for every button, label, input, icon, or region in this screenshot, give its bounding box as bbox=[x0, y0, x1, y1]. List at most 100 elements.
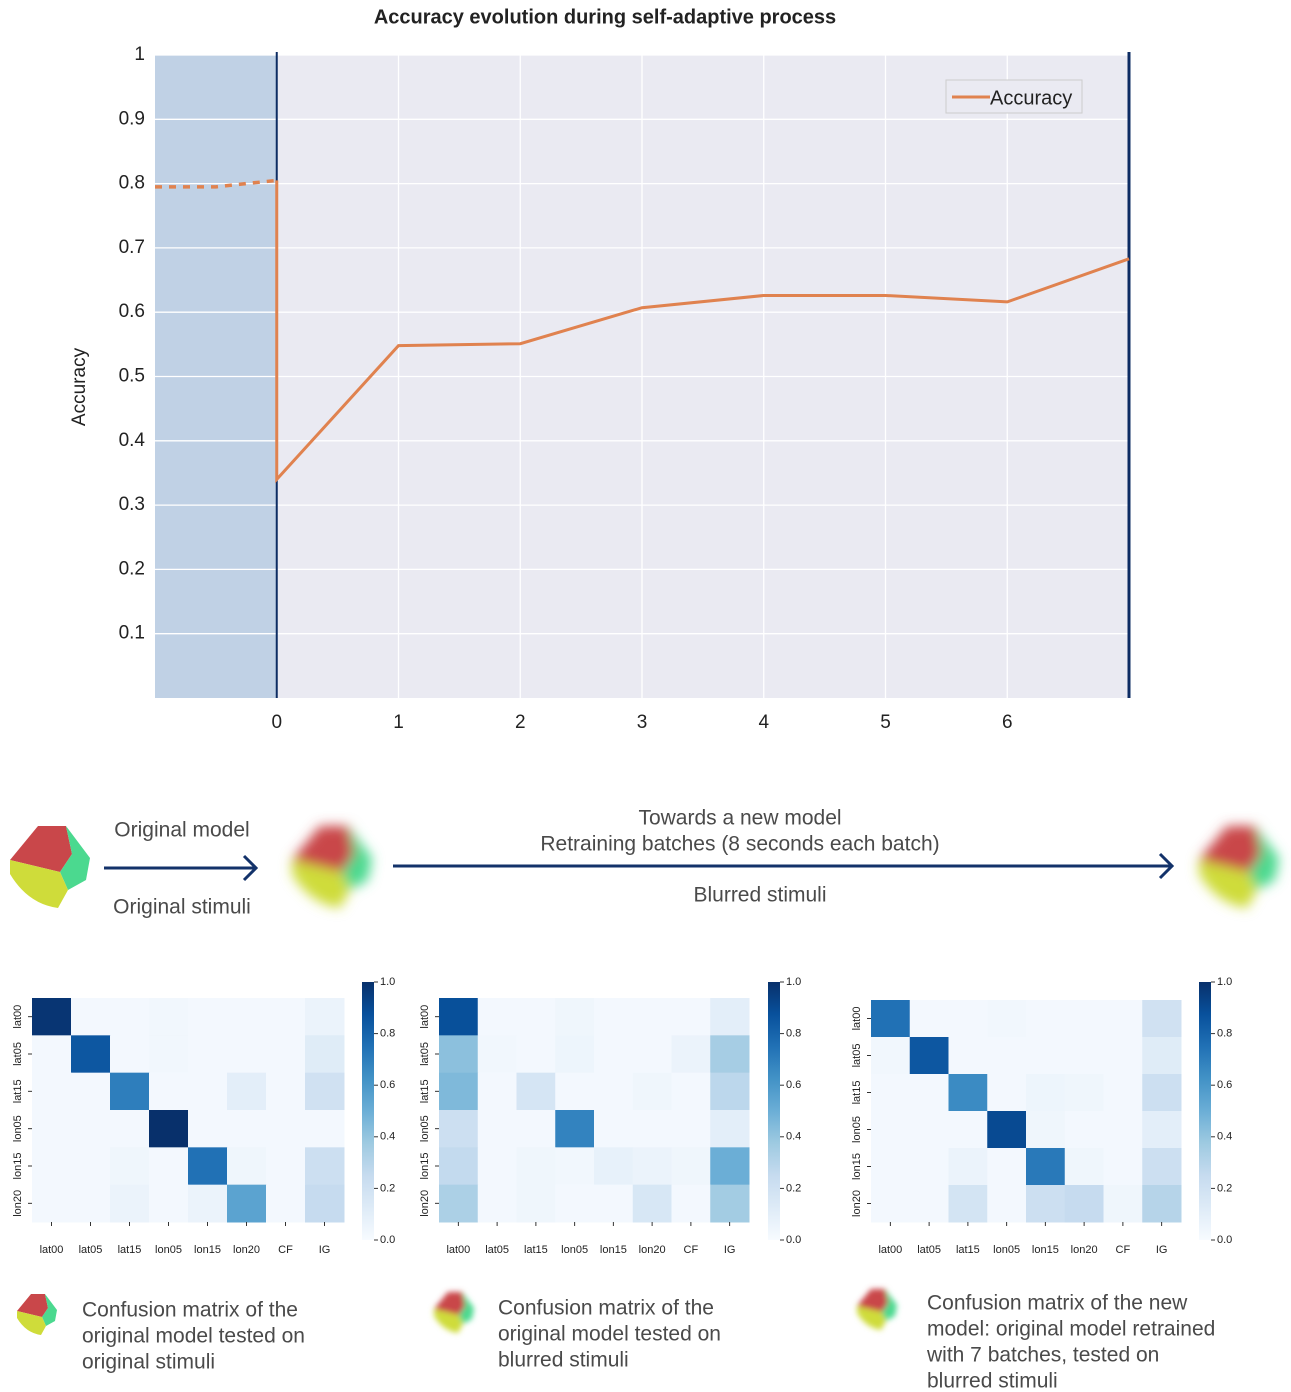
heatmap-cell bbox=[32, 1110, 72, 1148]
colorbar-tick-label: 0.0 bbox=[786, 1234, 801, 1246]
heatmap-cell bbox=[633, 1147, 672, 1185]
heatmap-cell bbox=[710, 1035, 749, 1073]
heatmap-cell bbox=[949, 1111, 988, 1149]
caption-line: blurred stimuli bbox=[927, 1370, 1058, 1392]
heatmap-cell bbox=[71, 1110, 111, 1148]
x-tick-label: lat05 bbox=[917, 1244, 941, 1256]
y-tick-label: lon15 bbox=[851, 1153, 863, 1180]
heatmap-cell bbox=[987, 1074, 1026, 1112]
heatmap-cell bbox=[633, 1073, 672, 1111]
heatmap-cell bbox=[439, 1073, 478, 1111]
colorbar-tick-label: 1.0 bbox=[380, 976, 395, 988]
model-icon bbox=[17, 1294, 57, 1335]
heatmap-cell bbox=[32, 1147, 72, 1185]
heatmap-cell bbox=[32, 1185, 72, 1223]
heatmap-cell bbox=[672, 1035, 711, 1073]
y-tick-label: 0.5 bbox=[119, 366, 145, 387]
heatmap-cell bbox=[555, 1110, 594, 1148]
heatmap-cell bbox=[1104, 1000, 1143, 1038]
blurred-model-icon bbox=[434, 1292, 474, 1333]
y-tick-label: lat05 bbox=[851, 1044, 863, 1068]
y-tick-label: 0.7 bbox=[119, 237, 145, 258]
diagram-label: Towards a new model bbox=[638, 807, 841, 830]
heatmap-cell bbox=[149, 1035, 189, 1073]
x-tick-label: 5 bbox=[880, 712, 891, 733]
y-tick-label: lon20 bbox=[419, 1190, 431, 1217]
heatmap-cell bbox=[949, 1074, 988, 1112]
colorbar-tick-label: 0.8 bbox=[786, 1028, 801, 1040]
blurred-model-icon bbox=[1199, 826, 1279, 908]
y-axis-label: Accuracy bbox=[69, 347, 90, 426]
heatmap-cell bbox=[1104, 1148, 1143, 1186]
diagram-label: Retraining batches (8 seconds each batch… bbox=[540, 833, 939, 856]
x-tick-label: lat00 bbox=[446, 1244, 470, 1256]
heatmap-cell bbox=[71, 1035, 111, 1073]
heatmap-cell bbox=[266, 1185, 306, 1223]
heatmap-cell bbox=[1104, 1037, 1143, 1075]
colorbar-tick-label: 0.0 bbox=[1217, 1234, 1232, 1246]
x-tick-label: lat05 bbox=[79, 1244, 103, 1256]
blurred-model-icon bbox=[292, 826, 372, 908]
caption-line: Confusion matrix of the bbox=[498, 1297, 714, 1320]
heatmap-cell bbox=[305, 1110, 345, 1148]
heatmap-cell bbox=[1104, 1074, 1143, 1112]
y-tick-label: lon20 bbox=[12, 1190, 24, 1217]
heatmap-cell bbox=[633, 1035, 672, 1073]
heatmap-cell bbox=[478, 1073, 517, 1111]
diagram-label: Original model bbox=[114, 819, 249, 842]
heatmap-cell bbox=[987, 1185, 1026, 1223]
heatmap-cell bbox=[1142, 1148, 1181, 1186]
y-tick-label: lat00 bbox=[419, 1005, 431, 1029]
heatmap-cell bbox=[710, 1147, 749, 1185]
caption-line: Confusion matrix of the bbox=[82, 1299, 298, 1322]
x-tick-label: IG bbox=[1156, 1244, 1168, 1256]
arrows bbox=[104, 854, 1172, 880]
heatmap-cell bbox=[710, 998, 749, 1036]
heatmap-cell bbox=[439, 1035, 478, 1073]
heatmap-cell bbox=[1026, 1185, 1065, 1223]
heatmap-cell bbox=[949, 1185, 988, 1223]
heatmap-cell bbox=[555, 998, 594, 1036]
colorbar-tick-label: 0.6 bbox=[380, 1079, 395, 1091]
heatmap-cell bbox=[439, 1110, 478, 1148]
colorbar-tick-label: 0.2 bbox=[786, 1182, 801, 1194]
heatmap-cell bbox=[227, 1185, 267, 1223]
heatmap-cell bbox=[710, 1110, 749, 1148]
heatmap-cell bbox=[188, 1073, 228, 1111]
heatmap-cell bbox=[266, 1147, 306, 1185]
x-tick-label: lon05 bbox=[155, 1244, 182, 1256]
heatmap-cell bbox=[71, 998, 111, 1036]
heatmap-cell bbox=[149, 1147, 189, 1185]
colorbar-tick-label: 0.4 bbox=[786, 1131, 801, 1143]
heatmap-cell bbox=[110, 1185, 150, 1223]
y-tick-label: lat15 bbox=[419, 1079, 431, 1103]
caption-line: Confusion matrix of the new bbox=[927, 1292, 1188, 1315]
heatmap-cell bbox=[949, 1148, 988, 1186]
heatmap-cell bbox=[1026, 1148, 1065, 1186]
x-tick-label: 2 bbox=[515, 712, 526, 733]
x-tick-label: lon20 bbox=[1071, 1244, 1098, 1256]
heatmap-cell bbox=[439, 1147, 478, 1185]
heatmap-cell bbox=[266, 1035, 306, 1073]
heatmap-cell bbox=[987, 1000, 1026, 1038]
colorbar-tick-label: 0.4 bbox=[380, 1131, 395, 1143]
heatmap-cell bbox=[266, 998, 306, 1036]
heatmap-cell bbox=[1142, 1000, 1181, 1038]
heatmap-cell bbox=[227, 1110, 267, 1148]
x-tick-label: lon15 bbox=[600, 1244, 627, 1256]
y-tick-label: lon15 bbox=[419, 1153, 431, 1180]
heatmap-cell bbox=[594, 1147, 633, 1185]
y-tick-label: 0.1 bbox=[119, 623, 145, 644]
heatmap-cell bbox=[633, 1110, 672, 1148]
heatmap-cell bbox=[1026, 1074, 1065, 1112]
heatmap-cell bbox=[672, 1110, 711, 1148]
heatmap-cell bbox=[110, 998, 150, 1036]
caption-line: model: original model retrained bbox=[927, 1318, 1215, 1341]
heatmap-cell bbox=[439, 998, 478, 1036]
y-tick-label: 1 bbox=[134, 44, 145, 65]
heatmap-cell bbox=[910, 1037, 949, 1075]
y-tick-label: lat05 bbox=[419, 1042, 431, 1066]
model-icon bbox=[10, 826, 90, 908]
x-tick-label: CF bbox=[1116, 1244, 1131, 1256]
heatmap-cell bbox=[227, 998, 267, 1036]
